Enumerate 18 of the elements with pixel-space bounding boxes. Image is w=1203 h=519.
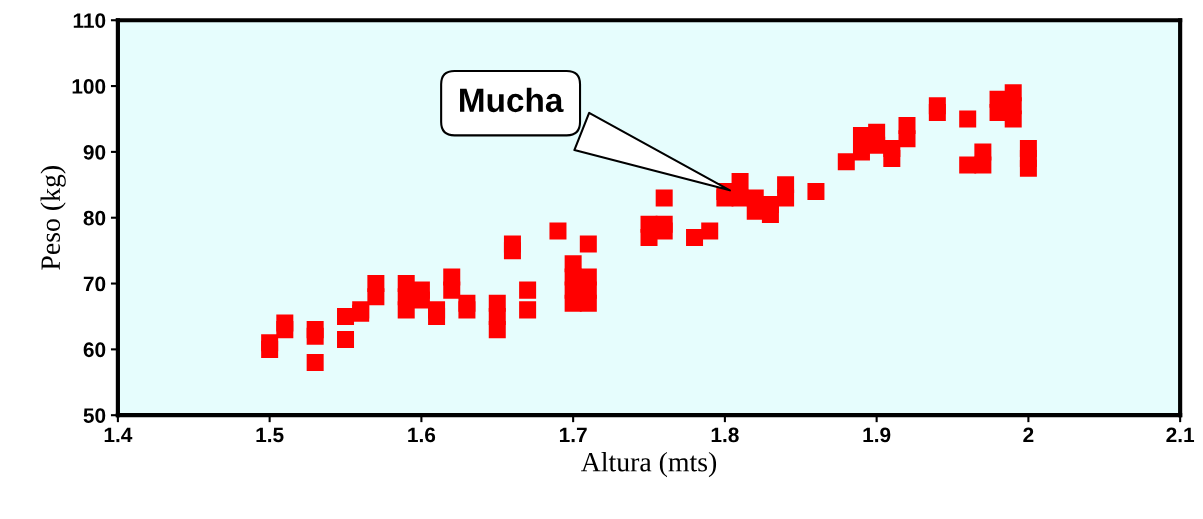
x-tick-label: 1.9 (863, 427, 891, 443)
x-tick-label: 2.1 (1166, 427, 1195, 443)
y-tick-label: 110 (73, 13, 106, 28)
x-tick-label: 1.4 (104, 427, 133, 443)
y-tick-label: 50 (83, 408, 106, 423)
x-tick-label: 1.8 (711, 427, 739, 443)
annotation: Mucha (460, 87, 564, 113)
y-tick-label: 70 (83, 276, 106, 292)
y-tick-label: 90 (83, 144, 106, 160)
y-tick-label: 80 (83, 210, 106, 226)
x-tick-label: 1.7 (559, 427, 587, 443)
y-tick-label: 60 (83, 342, 106, 358)
y-tick-label: 100 (72, 79, 106, 94)
x-tick-label: 2 (1023, 427, 1034, 443)
x-axis-title: Altura (mts) (581, 451, 717, 478)
y-axis-title: Peso (kg) (40, 166, 66, 270)
x-tick-label: 1.5 (256, 427, 284, 443)
x-tick-label: 1.6 (408, 427, 436, 443)
